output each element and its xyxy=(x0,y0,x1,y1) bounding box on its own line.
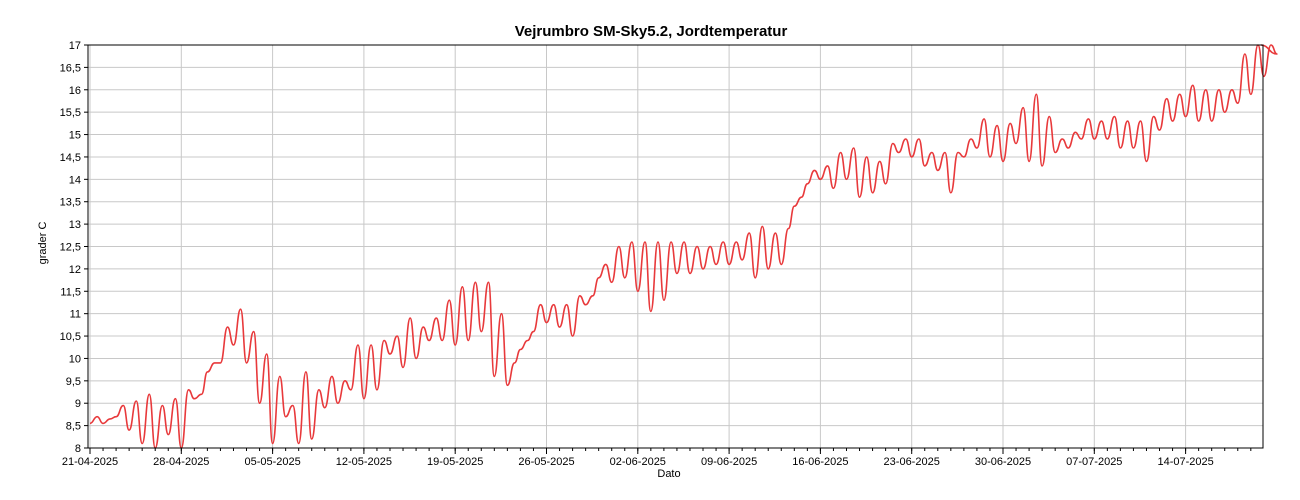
y-tick-label: 15,5 xyxy=(60,107,81,119)
y-axis-label: grader C xyxy=(37,222,49,265)
x-tick-label: 16-06-2025 xyxy=(792,456,848,468)
x-tick-label: 14-07-2025 xyxy=(1157,456,1213,468)
x-tick-label: 28-04-2025 xyxy=(153,456,209,468)
x-tick-label: 12-05-2025 xyxy=(336,456,392,468)
x-tick-label: 02-06-2025 xyxy=(610,456,666,468)
y-tick-label: 17 xyxy=(69,40,81,52)
y-tick-label: 9 xyxy=(75,398,81,410)
y-tick-label: 16 xyxy=(69,85,81,97)
y-tick-label: 12,5 xyxy=(60,242,81,254)
x-tick-label: 07-07-2025 xyxy=(1066,456,1122,468)
y-tick-label: 11 xyxy=(70,309,81,321)
x-tick-label: 23-06-2025 xyxy=(884,456,940,468)
x-tick-label: 05-05-2025 xyxy=(244,456,300,468)
series-layer xyxy=(89,44,1278,449)
y-tick-label: 13 xyxy=(69,219,81,231)
y-tick-label: 8 xyxy=(75,443,81,455)
x-tick-label: 21-04-2025 xyxy=(62,456,118,468)
gridlines xyxy=(88,44,1263,449)
y-tick-label: 11,5 xyxy=(60,286,81,298)
y-tick-label: 12 xyxy=(69,264,81,276)
series-line-jordtemperatur xyxy=(89,44,1278,449)
chart-title: Vejrumbro SM-Sky5.2, Jordtemperatur xyxy=(515,23,788,40)
y-tick-label: 10,5 xyxy=(60,331,81,343)
y-tick-label: 14 xyxy=(69,174,81,186)
x-tick-label: 30-06-2025 xyxy=(975,456,1031,468)
x-tick-label: 09-06-2025 xyxy=(701,456,757,468)
y-tick-label: 16,5 xyxy=(60,62,81,74)
y-tick-label: 15 xyxy=(69,130,81,142)
y-tick-label: 8,5 xyxy=(66,421,81,433)
x-tick-label: 19-05-2025 xyxy=(427,456,483,468)
y-axis-ticks: 8 8,5 9 9,5 10 10,5 11 11,5 12 12,5 13 13,5 14 14,5 15… xyxy=(60,40,88,455)
y-tick-label: 13,5 xyxy=(60,197,81,209)
y-tick-label: 9,5 xyxy=(66,376,81,388)
x-axis-ticks: 21-04-2025 28-04-2025 05-05-2025 12-05-2025… xyxy=(62,448,1252,468)
y-tick-label: 10 xyxy=(69,353,81,365)
y-tick-label: 14,5 xyxy=(60,152,81,164)
x-axis-label: Dato xyxy=(657,468,680,480)
x-tick-label: 26-05-2025 xyxy=(518,456,574,468)
